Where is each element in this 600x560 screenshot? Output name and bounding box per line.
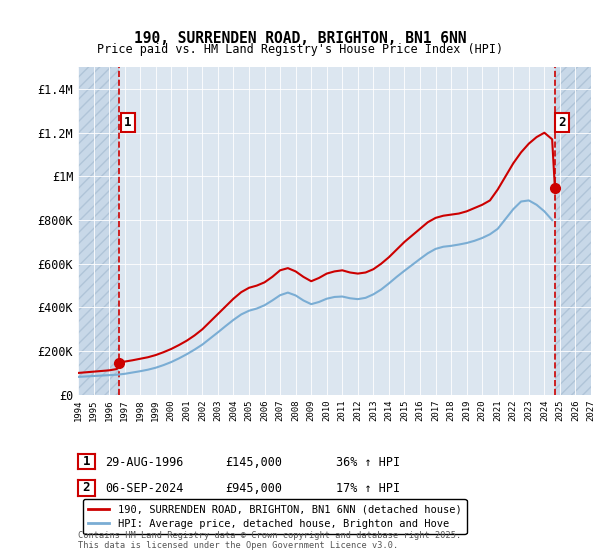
Text: 1: 1 bbox=[83, 455, 90, 468]
Text: 36% ↑ HPI: 36% ↑ HPI bbox=[336, 455, 400, 469]
Legend: 190, SURRENDEN ROAD, BRIGHTON, BN1 6NN (detached house), HPI: Average price, det: 190, SURRENDEN ROAD, BRIGHTON, BN1 6NN (… bbox=[83, 499, 467, 534]
Text: 1: 1 bbox=[124, 116, 131, 129]
Text: £145,000: £145,000 bbox=[225, 455, 282, 469]
Text: 2: 2 bbox=[83, 481, 90, 494]
Bar bbox=[78, 67, 119, 395]
Text: 2: 2 bbox=[558, 116, 566, 129]
Text: Price paid vs. HM Land Registry's House Price Index (HPI): Price paid vs. HM Land Registry's House … bbox=[97, 43, 503, 56]
Bar bbox=[119, 67, 555, 395]
Text: 29-AUG-1996: 29-AUG-1996 bbox=[105, 455, 184, 469]
Text: 190, SURRENDEN ROAD, BRIGHTON, BN1 6NN: 190, SURRENDEN ROAD, BRIGHTON, BN1 6NN bbox=[134, 31, 466, 45]
Text: 06-SEP-2024: 06-SEP-2024 bbox=[105, 482, 184, 495]
Text: £945,000: £945,000 bbox=[225, 482, 282, 495]
Text: 17% ↑ HPI: 17% ↑ HPI bbox=[336, 482, 400, 495]
Text: Contains HM Land Registry data © Crown copyright and database right 2025.
This d: Contains HM Land Registry data © Crown c… bbox=[78, 530, 461, 550]
Bar bbox=[555, 67, 591, 395]
